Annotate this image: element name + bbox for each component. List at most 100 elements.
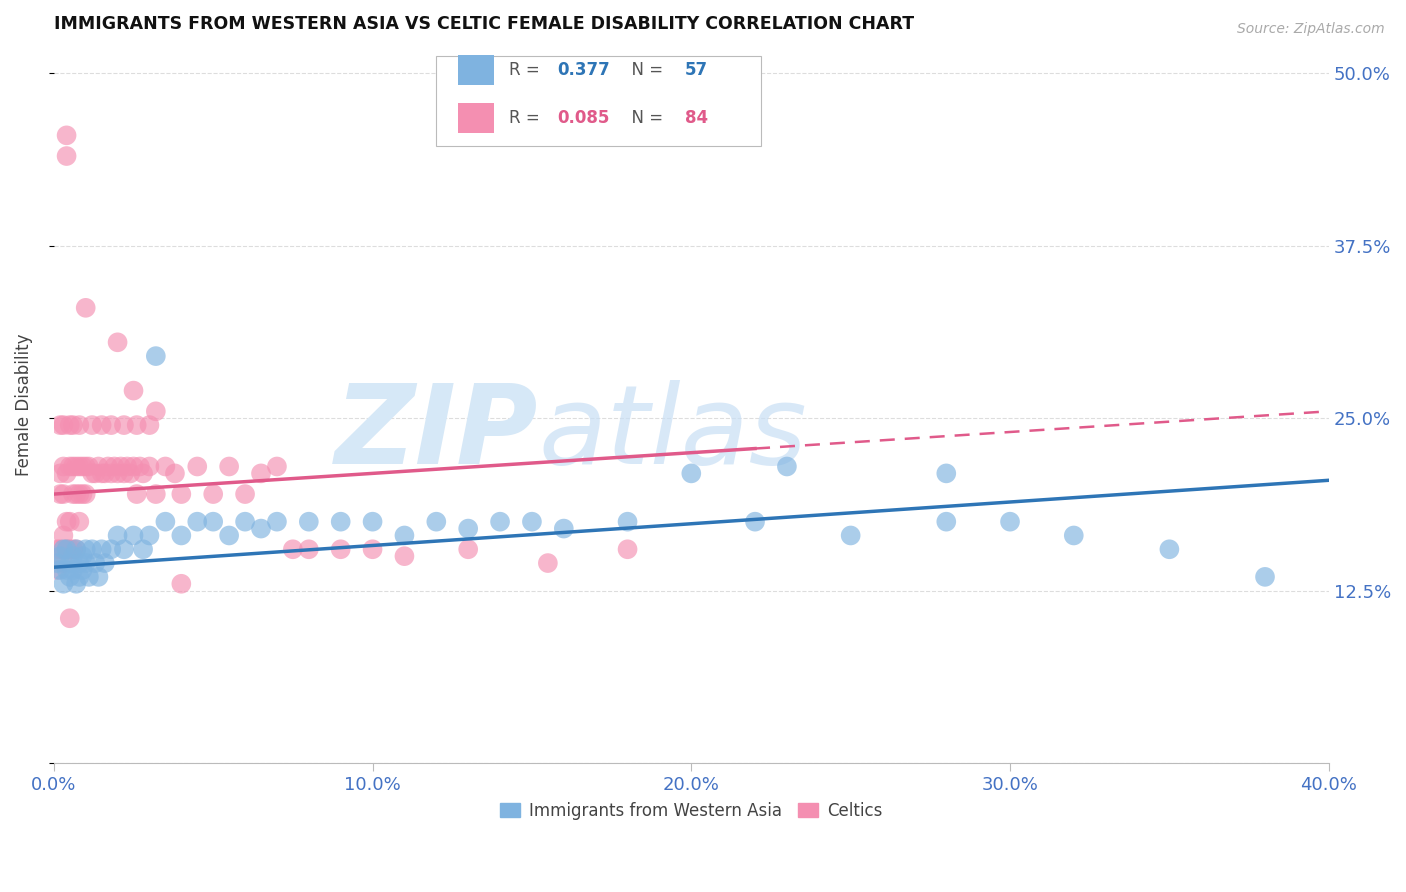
Text: R =: R =: [509, 62, 546, 79]
Point: [55, 515, 77, 529]
Point: [1159, 542, 1181, 557]
Point: [128, 459, 150, 474]
Point: [72, 549, 94, 564]
Point: [457, 522, 479, 536]
Point: [250, 467, 273, 481]
Point: [65, 487, 87, 501]
Point: [1254, 570, 1277, 584]
Point: [52, 542, 75, 557]
Point: [145, 487, 167, 501]
Y-axis label: Female Disability: Female Disability: [15, 333, 32, 475]
Point: [112, 418, 135, 433]
Point: [138, 528, 160, 542]
Point: [87, 570, 110, 584]
Point: [298, 542, 321, 557]
Point: [100, 542, 122, 557]
Point: [489, 515, 512, 529]
Point: [52, 459, 75, 474]
Point: [49, 487, 72, 501]
Point: [132, 542, 155, 557]
Point: [394, 528, 416, 542]
Point: [115, 459, 138, 474]
Point: [616, 515, 638, 529]
Point: [46, 563, 69, 577]
FancyBboxPatch shape: [436, 56, 762, 146]
Point: [65, 542, 87, 557]
Point: [298, 515, 321, 529]
Point: [49, 563, 72, 577]
Point: [84, 467, 107, 481]
Point: [218, 528, 240, 542]
Point: [75, 459, 97, 474]
Text: 84: 84: [685, 109, 709, 127]
Point: [59, 459, 82, 474]
Point: [49, 542, 72, 557]
Point: [75, 301, 97, 315]
Point: [361, 542, 384, 557]
Point: [75, 556, 97, 570]
Point: [72, 459, 94, 474]
Point: [72, 487, 94, 501]
Point: [65, 542, 87, 557]
Point: [55, 128, 77, 143]
Point: [138, 459, 160, 474]
Point: [90, 418, 112, 433]
Point: [120, 467, 142, 481]
Point: [65, 576, 87, 591]
Point: [1063, 528, 1085, 542]
Point: [52, 576, 75, 591]
Point: [77, 570, 100, 584]
Point: [132, 467, 155, 481]
Point: [138, 418, 160, 433]
Point: [616, 542, 638, 557]
Point: [67, 556, 90, 570]
Point: [186, 459, 208, 474]
Point: [935, 515, 957, 529]
Point: [46, 556, 69, 570]
Point: [55, 542, 77, 557]
Point: [998, 515, 1021, 529]
Point: [233, 515, 256, 529]
Point: [87, 459, 110, 474]
Point: [170, 487, 193, 501]
Point: [80, 542, 103, 557]
Text: ZIP: ZIP: [335, 380, 538, 487]
Point: [776, 459, 799, 474]
Point: [329, 542, 352, 557]
Point: [537, 556, 560, 570]
Point: [62, 542, 84, 557]
Point: [457, 542, 479, 557]
Point: [62, 459, 84, 474]
Legend: Immigrants from Western Asia, Celtics: Immigrants from Western Asia, Celtics: [494, 795, 889, 827]
FancyBboxPatch shape: [458, 103, 494, 133]
Point: [80, 418, 103, 433]
Text: IMMIGRANTS FROM WESTERN ASIA VS CELTIC FEMALE DISABILITY CORRELATION CHART: IMMIGRANTS FROM WESTERN ASIA VS CELTIC F…: [53, 15, 914, 33]
Point: [218, 459, 240, 474]
Point: [75, 487, 97, 501]
Point: [62, 563, 84, 577]
Point: [52, 418, 75, 433]
Point: [125, 487, 148, 501]
Point: [67, 487, 90, 501]
Text: atlas: atlas: [538, 380, 807, 487]
Point: [49, 418, 72, 433]
Point: [49, 549, 72, 564]
Point: [170, 576, 193, 591]
Point: [100, 467, 122, 481]
Point: [65, 459, 87, 474]
Text: R =: R =: [509, 109, 546, 127]
Point: [67, 459, 90, 474]
Point: [839, 528, 862, 542]
Text: N =: N =: [621, 109, 668, 127]
Point: [122, 459, 145, 474]
Point: [80, 467, 103, 481]
Text: N =: N =: [621, 62, 668, 79]
Point: [75, 542, 97, 557]
Point: [186, 515, 208, 529]
Point: [55, 149, 77, 163]
Point: [266, 459, 288, 474]
Point: [67, 515, 90, 529]
Point: [52, 487, 75, 501]
Point: [59, 570, 82, 584]
Point: [46, 542, 69, 557]
